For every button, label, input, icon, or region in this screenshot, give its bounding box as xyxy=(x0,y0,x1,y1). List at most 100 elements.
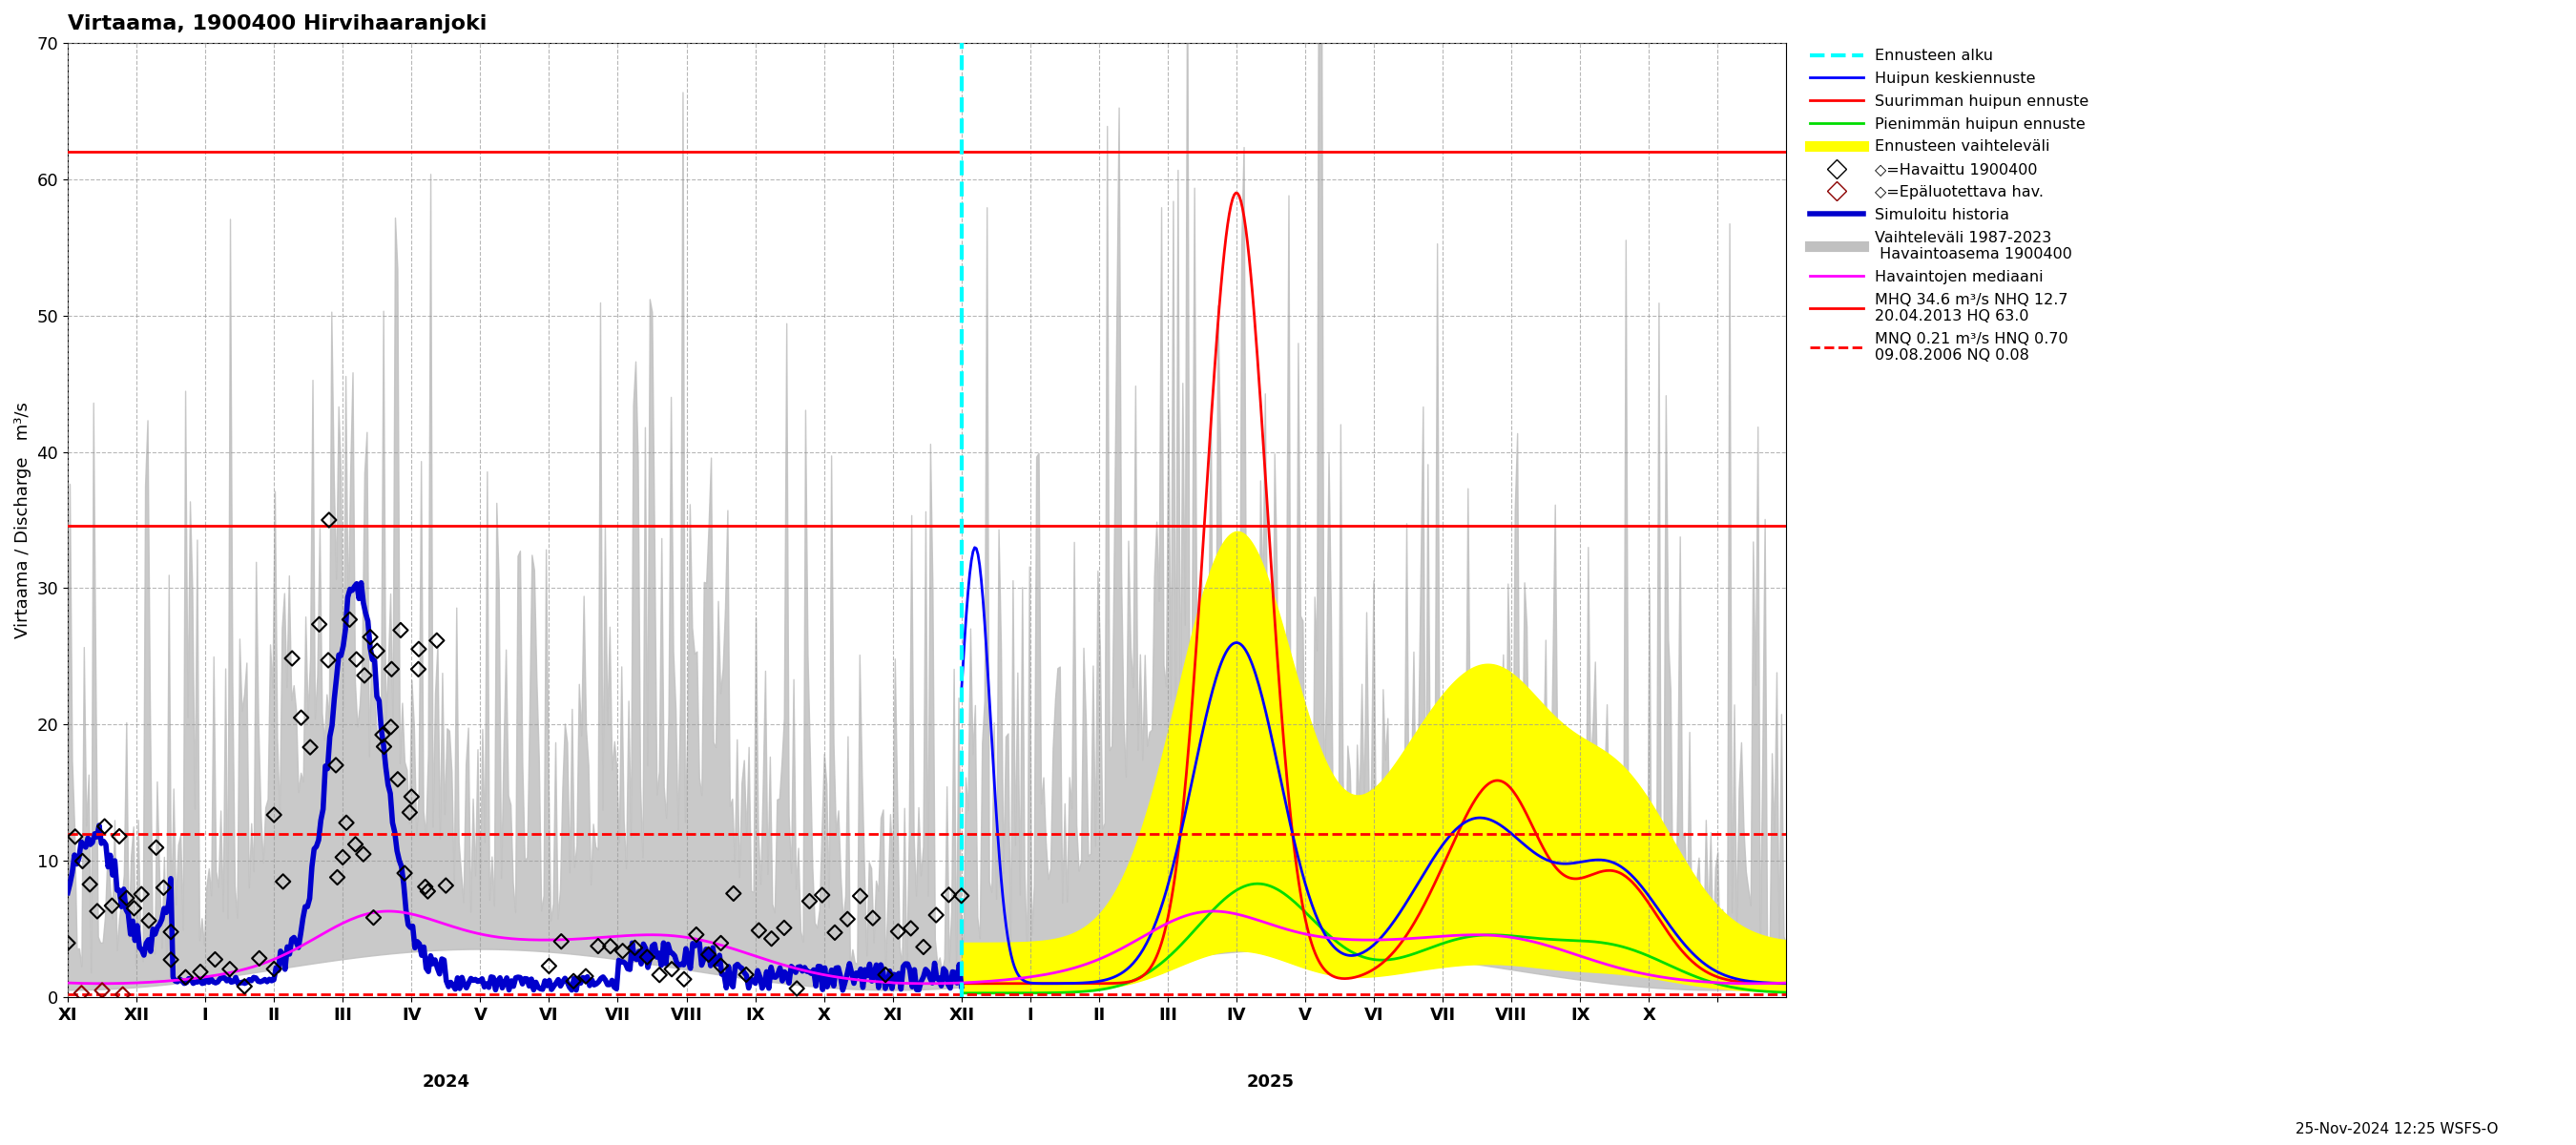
Point xyxy=(113,899,155,917)
Point xyxy=(165,969,206,987)
Point xyxy=(121,885,162,903)
Point xyxy=(325,814,366,832)
Point xyxy=(652,960,693,978)
Point xyxy=(891,919,933,938)
Point xyxy=(98,827,139,845)
Point xyxy=(85,818,126,836)
Point xyxy=(209,960,250,978)
Text: 2024: 2024 xyxy=(422,1074,469,1091)
Point xyxy=(90,897,131,915)
Point xyxy=(853,909,894,927)
Point xyxy=(363,737,404,756)
Point xyxy=(322,848,363,867)
Point xyxy=(355,641,397,660)
Point xyxy=(343,845,384,863)
Point xyxy=(224,977,265,995)
Point xyxy=(240,949,281,968)
Point xyxy=(397,660,438,678)
Point xyxy=(762,918,804,937)
Point xyxy=(626,948,667,966)
Point xyxy=(528,957,569,976)
Y-axis label: Virtaama / Discharge   m³/s: Virtaama / Discharge m³/s xyxy=(15,402,31,638)
Point xyxy=(639,965,680,984)
Point xyxy=(392,788,433,806)
Point xyxy=(384,864,425,883)
Point xyxy=(193,950,234,969)
Point xyxy=(376,771,417,789)
Point xyxy=(840,887,881,906)
Point xyxy=(714,884,755,902)
Point xyxy=(252,960,294,978)
Point xyxy=(353,908,394,926)
Point xyxy=(363,726,404,744)
Point xyxy=(106,889,147,907)
Point xyxy=(309,511,350,529)
Point xyxy=(62,984,103,1002)
Point xyxy=(417,631,459,649)
Point xyxy=(381,621,422,639)
Text: 2025: 2025 xyxy=(1247,1074,1296,1091)
Point xyxy=(827,910,868,929)
Point xyxy=(180,963,222,981)
Point xyxy=(46,934,88,953)
Point xyxy=(801,886,842,905)
Point xyxy=(82,981,124,1000)
Point xyxy=(281,709,322,727)
Point xyxy=(314,756,355,774)
Point xyxy=(914,906,956,924)
Point xyxy=(350,627,392,646)
Point xyxy=(665,970,706,988)
Point xyxy=(701,934,742,953)
Point xyxy=(137,838,178,856)
Point xyxy=(407,882,448,900)
Legend: Ennusteen alku, Huipun keskiennuste, Suurimman huipun ennuste, Pienimmän huipun : Ennusteen alku, Huipun keskiennuste, Suu… xyxy=(1803,42,2094,369)
Point xyxy=(701,956,742,974)
Point xyxy=(371,718,412,736)
Point xyxy=(270,649,312,668)
Point xyxy=(317,868,358,886)
Point xyxy=(577,937,618,955)
Point xyxy=(541,932,582,950)
Point xyxy=(371,660,412,678)
Point xyxy=(149,950,191,969)
Point xyxy=(129,911,170,930)
Point xyxy=(590,937,631,955)
Point xyxy=(70,875,111,893)
Point xyxy=(335,835,376,853)
Point xyxy=(289,739,330,757)
Point xyxy=(902,938,943,956)
Point xyxy=(54,828,95,846)
Point xyxy=(788,892,829,910)
Point xyxy=(613,939,654,957)
Point xyxy=(878,922,920,940)
Point xyxy=(814,923,855,941)
Point xyxy=(149,923,191,941)
Point xyxy=(142,878,183,897)
Point xyxy=(866,965,907,984)
Text: Virtaama, 1900400 Hirvihaaranjoki: Virtaama, 1900400 Hirvihaaranjoki xyxy=(67,14,487,33)
Point xyxy=(554,972,595,990)
Point xyxy=(77,902,118,921)
Point xyxy=(307,652,348,670)
Point xyxy=(726,965,768,984)
Point xyxy=(62,852,103,870)
Point xyxy=(940,886,981,905)
Point xyxy=(675,925,716,943)
Point xyxy=(389,804,430,822)
Point xyxy=(263,872,304,891)
Point xyxy=(425,876,466,894)
Point xyxy=(299,615,340,633)
Point xyxy=(775,979,817,997)
Point xyxy=(399,640,440,658)
Point xyxy=(343,666,384,685)
Point xyxy=(927,886,969,905)
Point xyxy=(330,610,371,629)
Point xyxy=(750,930,791,948)
Point xyxy=(103,986,144,1004)
Point xyxy=(564,968,605,986)
Point xyxy=(688,946,729,964)
Point xyxy=(603,942,644,961)
Point xyxy=(739,922,781,940)
Text: 25-Nov-2024 12:25 WSFS-O: 25-Nov-2024 12:25 WSFS-O xyxy=(2295,1122,2499,1136)
Point xyxy=(404,878,446,897)
